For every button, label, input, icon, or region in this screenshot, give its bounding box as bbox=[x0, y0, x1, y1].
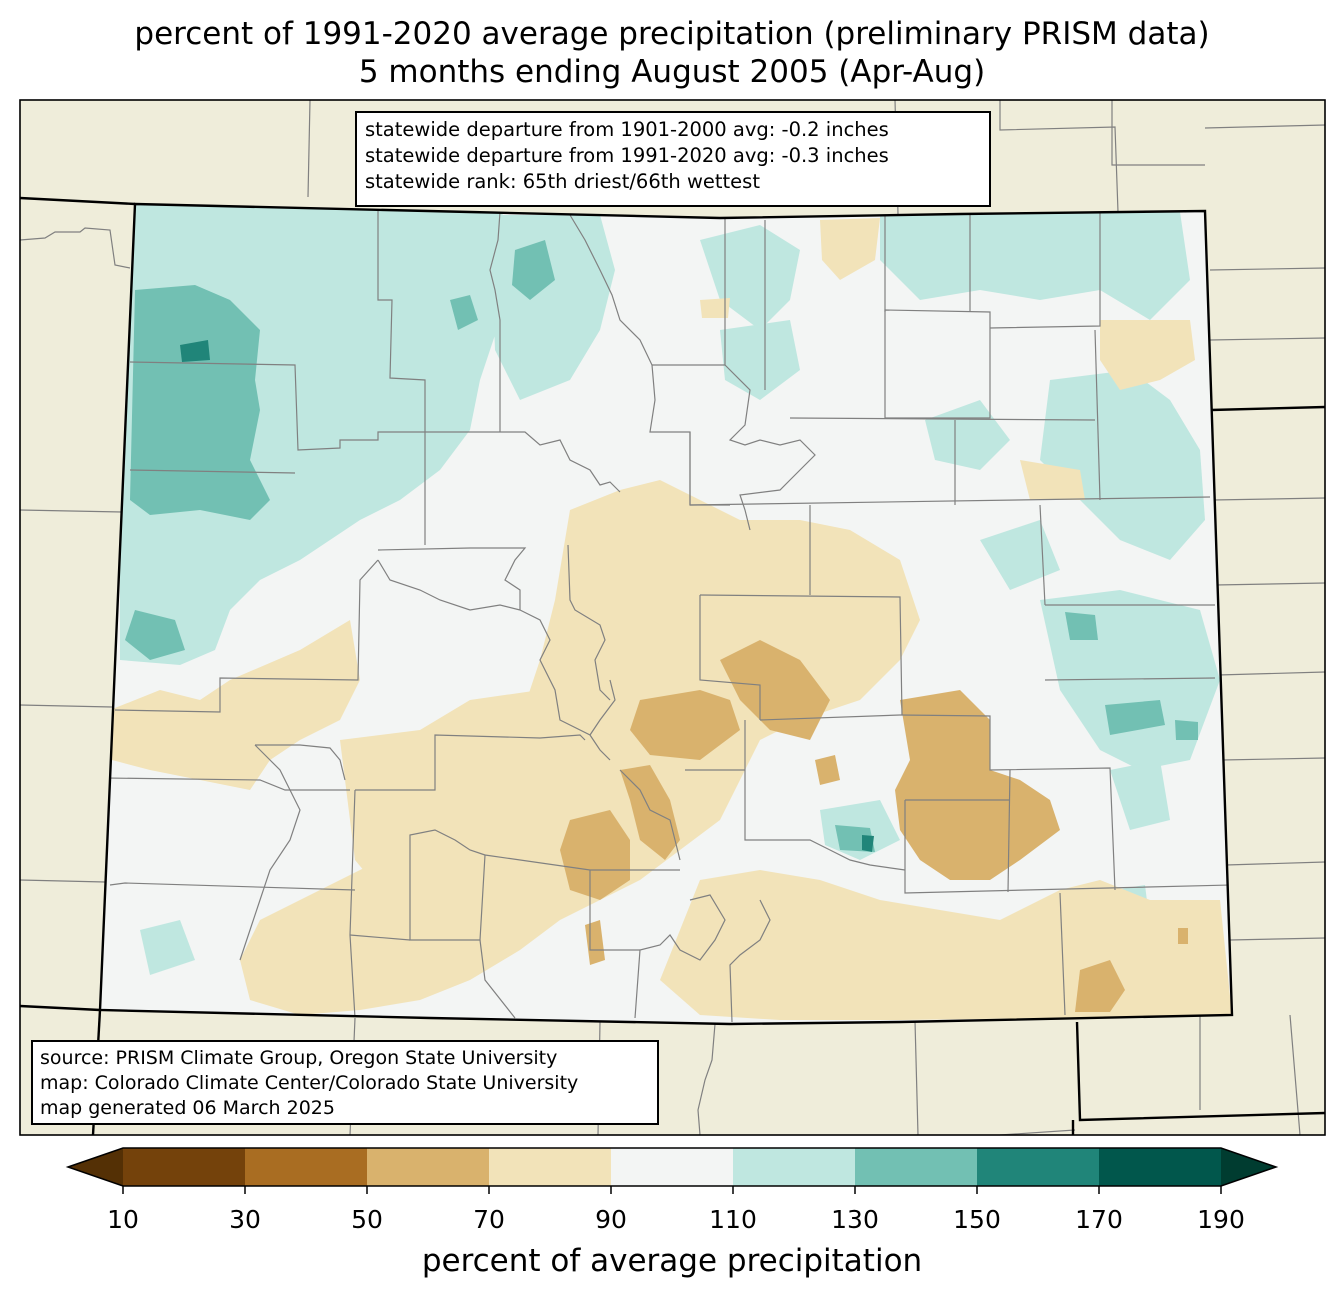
colorbar-segment bbox=[977, 1148, 1100, 1186]
map-frame bbox=[19, 99, 1326, 1136]
colorbar-tick-label: 190 bbox=[1197, 1205, 1245, 1234]
colorbar-segment bbox=[1099, 1148, 1222, 1186]
colorbar-tick-label: 10 bbox=[107, 1205, 139, 1234]
colorbar-segment bbox=[611, 1148, 734, 1186]
credit-source: source: PRISM Climate Group, Oregon Stat… bbox=[40, 1047, 558, 1069]
colorbar-segment bbox=[733, 1148, 856, 1186]
colorbar-ticks bbox=[122, 1186, 1222, 1194]
colorbar-segment bbox=[855, 1148, 978, 1186]
colorbar-tick-label: 90 bbox=[595, 1205, 627, 1234]
colorbar-tick-label: 110 bbox=[709, 1205, 757, 1234]
colorado-outline bbox=[98, 202, 1234, 1026]
colorbar-segment bbox=[245, 1148, 368, 1186]
precipitation-fill bbox=[100, 204, 1232, 1024]
map-title-line2: 5 months ending August 2005 (Apr-Aug) bbox=[358, 54, 986, 90]
colorbar-over-arrow bbox=[1221, 1148, 1276, 1186]
stats-rank: statewide rank: 65th driest/66th wettest bbox=[365, 170, 760, 193]
credits-box: source: PRISM Climate Group, Oregon Stat… bbox=[31, 1040, 659, 1125]
map-title-line1: percent of 1991-2020 average precipitati… bbox=[134, 16, 1210, 52]
statewide-stats-box: statewide departure from 1901-2000 avg: … bbox=[355, 111, 991, 207]
county-lines bbox=[104, 210, 1231, 1023]
colorbar-segments bbox=[123, 1148, 1222, 1186]
colorbar-segment bbox=[123, 1148, 246, 1186]
colorbar-tick-label: 150 bbox=[953, 1205, 1001, 1234]
stats-departure-1901-2000: statewide departure from 1901-2000 avg: … bbox=[365, 118, 889, 141]
colorbar-under-arrow bbox=[68, 1148, 123, 1186]
colorbar-label: percent of average precipitation bbox=[421, 1243, 923, 1279]
credit-map: map: Colorado Climate Center/Colorado St… bbox=[40, 1072, 579, 1094]
colorbar bbox=[65, 1147, 1279, 1194]
colorbar-tick-label: 170 bbox=[1075, 1205, 1123, 1234]
colorbar-tick-label: 50 bbox=[351, 1205, 383, 1234]
colorbar-tick-label: 130 bbox=[831, 1205, 879, 1234]
credit-generated: map generated 06 March 2025 bbox=[40, 1097, 335, 1119]
colorbar-tick-label: 30 bbox=[229, 1205, 261, 1234]
wet-150-170-regions bbox=[180, 340, 874, 852]
colorbar-segment bbox=[489, 1148, 612, 1186]
colorbar-tick-label: 70 bbox=[473, 1205, 505, 1234]
dry-50-70-regions bbox=[560, 640, 1188, 1012]
colorbar-segment bbox=[367, 1148, 490, 1186]
stats-departure-1991-2020: statewide departure from 1991-2020 avg: … bbox=[365, 144, 889, 167]
